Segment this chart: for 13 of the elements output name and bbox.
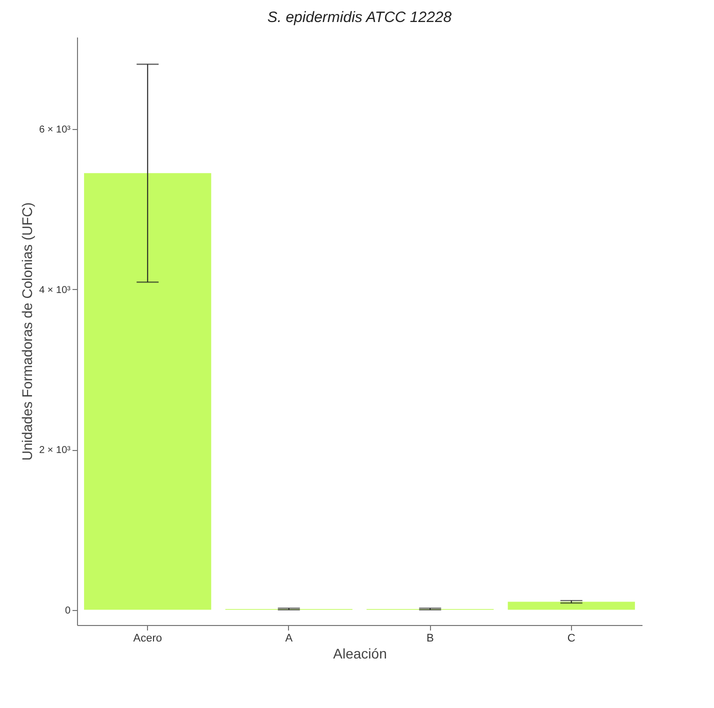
y-tick-label: 6 × 10³ <box>39 124 72 136</box>
x-axis-title: Aleación <box>333 646 387 662</box>
x-tick-label: A <box>285 632 294 644</box>
y-tick-label: 4 × 10³ <box>39 284 72 296</box>
x-tick-label: B <box>426 632 434 644</box>
y-tick-label: 0 <box>64 605 71 616</box>
bar <box>508 602 635 610</box>
chart-title: S. epidermidis ATCC 12228 <box>267 9 452 26</box>
x-tick-label: C <box>567 632 576 644</box>
bar <box>84 173 212 610</box>
y-tick-label: 2 × 10³ <box>39 445 72 456</box>
x-tick-label: Acero <box>133 632 162 644</box>
y-axis-title: Unidades Formadoras de Colonias (UFC) <box>19 202 36 461</box>
